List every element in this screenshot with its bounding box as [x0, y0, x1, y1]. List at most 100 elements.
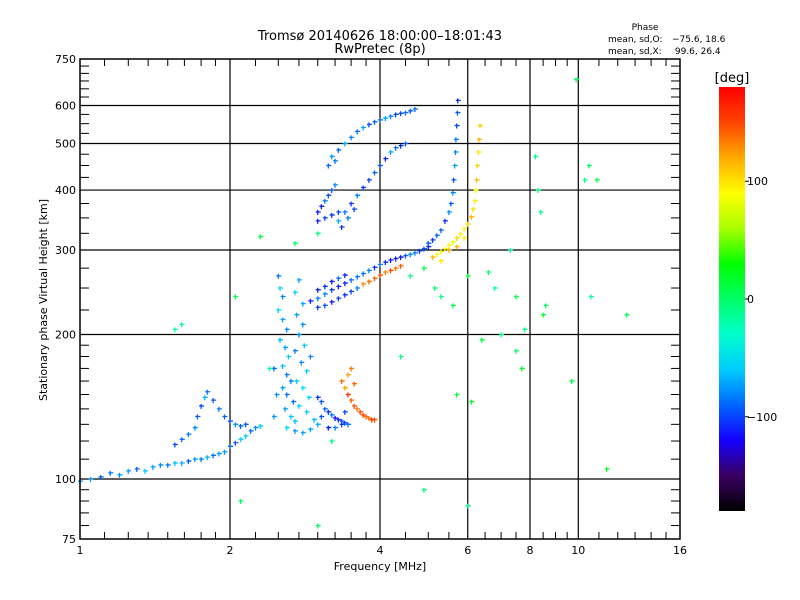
data-point: [378, 163, 383, 169]
data-point: [199, 457, 205, 463]
data-point: [535, 188, 541, 194]
data-point: [465, 273, 471, 279]
data-point: [430, 255, 436, 261]
data-point: [574, 77, 580, 83]
data-point: [192, 457, 198, 463]
data-point: [172, 460, 178, 466]
data-point: [345, 372, 351, 378]
data-point: [426, 241, 432, 247]
data-point: [342, 409, 348, 415]
data-point: [326, 193, 332, 199]
data-point: [533, 154, 539, 160]
data-point: [372, 119, 378, 125]
data-point: [454, 392, 460, 398]
data-point: [322, 291, 328, 297]
data-point: [243, 433, 249, 439]
data-point: [352, 403, 358, 409]
data-point: [508, 248, 514, 254]
data-point: [451, 177, 457, 183]
data-point: [312, 417, 318, 423]
data-point: [333, 425, 339, 431]
data-point: [296, 332, 302, 338]
data-point: [469, 399, 475, 405]
data-point: [326, 409, 332, 415]
data-point: [126, 468, 132, 474]
data-point: [211, 453, 217, 459]
data-point: [408, 108, 414, 114]
data-point: [355, 129, 361, 135]
data-point: [283, 406, 289, 412]
data-point: [454, 235, 460, 241]
data-point: [471, 207, 477, 213]
data-point: [296, 277, 302, 283]
data-point: [284, 327, 290, 333]
data-point: [434, 252, 440, 258]
series-upper-echo-1: [336, 141, 409, 231]
data-point: [372, 265, 378, 271]
data-point: [300, 430, 306, 436]
data-point: [398, 143, 404, 149]
data-point: [258, 423, 264, 429]
data-point: [486, 269, 492, 275]
data-point: [300, 322, 306, 328]
data-point: [233, 440, 239, 446]
data-point: [315, 218, 321, 224]
x-tick-label: 2: [227, 544, 234, 557]
data-point: [366, 122, 372, 128]
data-point: [361, 281, 367, 287]
data-point: [253, 425, 259, 431]
data-point: [292, 419, 298, 425]
data-point: [474, 177, 480, 183]
data-point: [322, 406, 328, 412]
stats-heading: Phase: [632, 23, 659, 33]
data-point: [280, 385, 286, 391]
data-point: [588, 294, 594, 300]
data-point: [408, 252, 414, 258]
data-point: [319, 414, 325, 420]
data-point: [403, 141, 409, 147]
data-point: [412, 107, 418, 113]
data-point: [349, 201, 355, 207]
data-point: [438, 258, 444, 264]
data-point: [388, 114, 394, 120]
data-point: [442, 218, 448, 224]
data-point: [238, 498, 244, 504]
data-point: [378, 262, 383, 268]
data-point: [345, 215, 351, 221]
data-point: [233, 294, 239, 300]
data-point: [569, 379, 575, 385]
data-point: [329, 212, 335, 218]
data-point: [280, 317, 286, 323]
data-point: [238, 423, 244, 429]
x-tick-label: 4: [377, 544, 384, 557]
data-point: [541, 312, 547, 318]
data-point: [336, 296, 342, 302]
colorbar-label: [deg]: [715, 71, 750, 86]
data-point: [233, 422, 239, 428]
data-point: [479, 337, 485, 343]
data-point: [446, 248, 452, 254]
data-point: [258, 234, 264, 240]
data-point: [430, 237, 436, 243]
data-point: [179, 460, 185, 466]
data-point: [378, 273, 383, 279]
data-point: [336, 218, 342, 224]
stats-o-label: mean, sd,O:: [608, 35, 662, 45]
data-point: [292, 290, 298, 296]
data-point: [315, 395, 321, 401]
data-point: [372, 417, 378, 423]
data-point: [339, 379, 345, 385]
data-point: [294, 312, 300, 318]
data-point: [296, 403, 302, 409]
data-point: [478, 123, 484, 129]
data-point: [438, 228, 444, 234]
data-point: [336, 284, 342, 290]
data-point: [361, 412, 367, 418]
colorbar: [719, 87, 745, 511]
data-point: [319, 399, 325, 405]
data-point: [292, 348, 298, 354]
data-point: [284, 372, 290, 378]
data-point: [393, 112, 399, 118]
data-point: [383, 156, 389, 162]
data-point: [186, 459, 192, 465]
